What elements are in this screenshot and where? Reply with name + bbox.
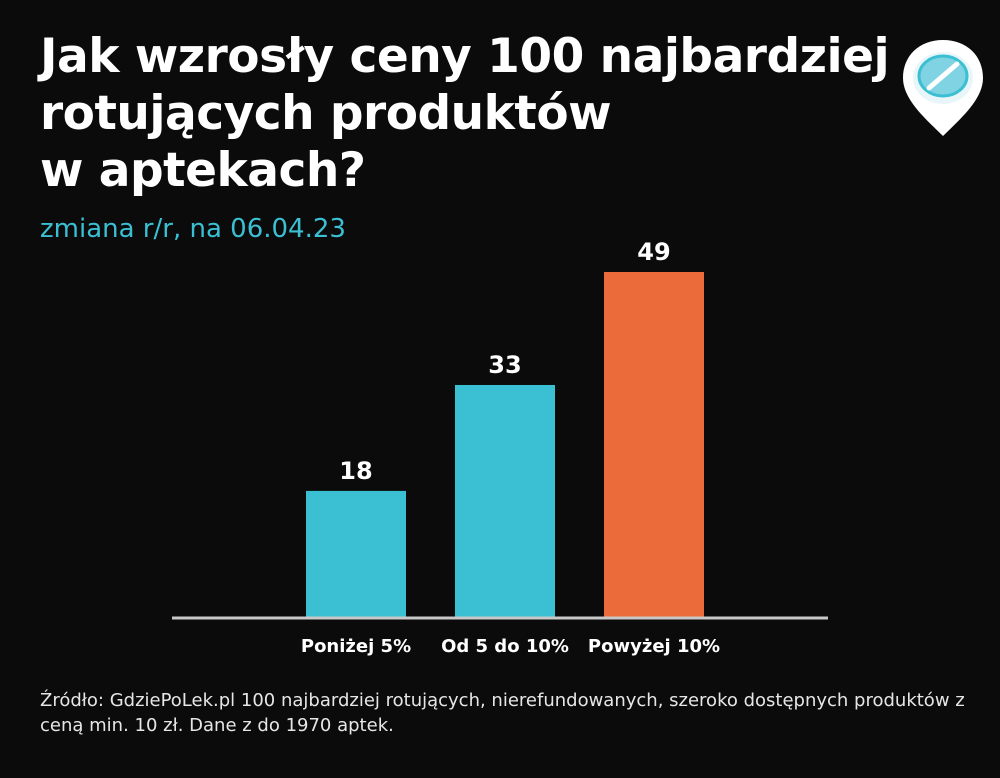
chart-title: Jak wzrosły ceny 100 najbardziej rotując… [40, 28, 890, 199]
bar-3 [604, 272, 704, 618]
title-line-1: Jak wzrosły ceny 100 najbardziej [40, 29, 890, 84]
chart-subtitle: zmiana r/r, na 06.04.23 [40, 214, 346, 244]
bar-2 [455, 384, 555, 618]
bar-chart: 18 Poniżej 5% 33 Od 5 do 10% 49 Powyżej 10% [172, 238, 828, 657]
x-tick-label-3: Powyżej 10% [588, 636, 720, 657]
title-line-3: w aptekach? [40, 143, 366, 198]
title-line-2: rotujących produktów [40, 86, 612, 141]
x-tick-label-1: Poniżej 5% [301, 636, 411, 657]
bar-1 [306, 490, 406, 618]
data-label-2: 33 [488, 351, 521, 379]
data-label-3: 49 [637, 238, 670, 266]
pill-pin-icon [903, 40, 983, 136]
x-tick-label-2: Od 5 do 10% [441, 636, 569, 657]
data-label-1: 18 [339, 457, 372, 485]
source-note: Źródło: GdziePoLek.pl 100 najbardziej ro… [40, 690, 965, 736]
